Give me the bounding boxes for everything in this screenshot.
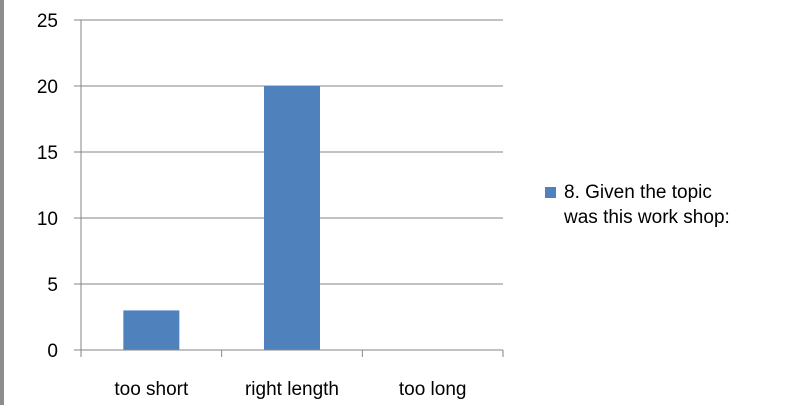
bars [123,86,320,350]
y-tick-label: 0 [47,341,58,362]
y-tick-label: 10 [37,209,58,230]
x-axis-tick-labels: too short right length too long [114,379,466,400]
y-tick-label: 25 [37,11,58,32]
y-axis-tick-labels: 0 5 10 15 20 25 [37,11,58,362]
legend-swatch [545,187,556,198]
legend-label-line-1: 8. Given the topic [564,182,712,203]
y-tick-label: 20 [37,77,58,98]
bar-right-length [264,86,320,350]
x-tick-label: too short [114,379,189,400]
bar-too-short [123,310,180,350]
legend-label-line-2: was this work shop: [563,207,730,228]
frame-left-border [0,0,4,405]
y-tick-label: 5 [47,275,58,296]
x-tick-label: right length [245,379,339,400]
x-tick-label: too long [399,379,467,400]
axes [80,20,504,357]
y-tick-label: 15 [37,143,58,164]
legend: 8. Given the topic was this work shop: [545,182,730,228]
